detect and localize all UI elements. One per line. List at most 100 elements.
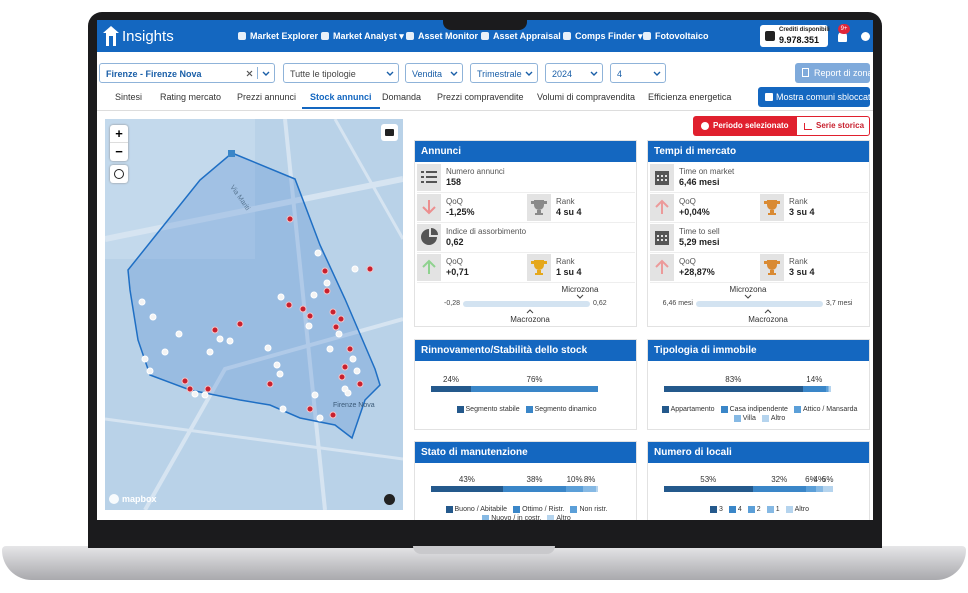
legend-item[interactable]: Segmento stabile [456, 406, 520, 413]
listing-marker [266, 380, 274, 388]
chevron [262, 71, 270, 76]
legend-item[interactable]: Buono / Abitabile [445, 506, 507, 513]
nav-item[interactable]: Fotovoltaico [655, 31, 709, 41]
legend-item[interactable]: Villa [733, 415, 756, 422]
segment-label: 38% [526, 475, 543, 484]
legend-item[interactable]: Casa indipendente [720, 406, 788, 413]
rank-label: Rank [556, 197, 575, 206]
qoq-label: QoQ [679, 257, 696, 266]
logo-shape [103, 26, 119, 46]
hinge-notch [413, 546, 555, 554]
zoom-in[interactable]: + [110, 125, 128, 143]
icon-cell [417, 194, 441, 221]
panel-header: Numero di locali [648, 442, 869, 463]
filter-select[interactable]: Trimestrale [470, 63, 538, 83]
legend-item[interactable]: 1 [766, 506, 780, 513]
bar-segment [596, 486, 598, 492]
row-border [417, 282, 635, 283]
legend-item[interactable]: Nuovo / in costr. [482, 515, 541, 520]
zoom-out[interactable]: − [115, 144, 123, 159]
listing-marker [277, 293, 285, 301]
row-border [650, 222, 868, 223]
scale-top: Microzona [729, 285, 767, 294]
filter-select[interactable]: 2024 [545, 63, 603, 83]
divider [257, 67, 258, 79]
bar-segment [502, 486, 567, 492]
info-button[interactable] [384, 494, 395, 505]
legend-item[interactable]: 2 [747, 506, 761, 513]
nav-item[interactable]: Market Explorer [250, 31, 319, 41]
listing-marker [149, 313, 157, 321]
tab[interactable]: Stock annunci [310, 92, 372, 102]
legend-item[interactable]: Ottimo / Ristr. [513, 506, 564, 513]
report-button[interactable]: Report di zona [795, 63, 873, 83]
legend-item[interactable]: Non ristr. [570, 506, 607, 513]
settings-icon[interactable] [861, 32, 870, 41]
legend-text: Non ristr. [579, 506, 608, 513]
icon-cell [650, 254, 674, 281]
unlocked-button[interactable]: Mostra comuni sbloccati [758, 87, 873, 107]
listing-marker [338, 373, 346, 381]
listing-marker [299, 305, 307, 313]
zoom-control: + − [110, 125, 128, 161]
tab[interactable]: Prezzi annunci [237, 92, 297, 102]
filter-select[interactable]: Vendita [405, 63, 463, 83]
nav-item[interactable]: Comps Finder ▾ [575, 31, 643, 41]
legend-text: 1 [775, 506, 780, 513]
legend-item[interactable]: Altro [761, 415, 786, 422]
toggle-history[interactable]: Serie storica [796, 116, 870, 136]
nav-item[interactable]: Asset Appraisal [493, 31, 561, 41]
icon-cell [417, 254, 441, 281]
tab[interactable]: Rating mercato [160, 92, 222, 102]
tab[interactable]: Domanda [382, 92, 422, 102]
listing-marker [323, 287, 331, 295]
filter-select[interactable]: 4 [610, 63, 666, 83]
brand[interactable]: Insights [122, 28, 174, 45]
legend-text: Altro [770, 415, 786, 422]
toggle-selected[interactable]: Periodo selezionato [693, 116, 796, 136]
listing-marker [285, 301, 293, 309]
clock-icon [701, 122, 709, 130]
segment-label: 76% [526, 375, 543, 384]
legend-item[interactable]: Attico / Mansarda [793, 406, 858, 413]
locate-button[interactable] [110, 165, 128, 183]
legend-item[interactable]: Segmento dinamico [525, 406, 596, 413]
tab[interactable]: Efficienza energetica [648, 92, 732, 102]
legend-swatch [761, 415, 769, 422]
pie-icon [421, 228, 438, 245]
caret-down [576, 294, 584, 299]
listing-marker [211, 326, 219, 334]
legend-item[interactable]: Appartamento [661, 406, 715, 413]
listing-marker [141, 355, 149, 363]
legend-item[interactable]: Altro [547, 515, 571, 520]
legend-swatch [547, 515, 555, 520]
legend-item[interactable]: 3 [709, 506, 723, 513]
bar-segment [431, 386, 472, 392]
legend: Buono / Abitabile Ottimo / Ristr. Non rist… [421, 506, 632, 520]
zone-handle [228, 150, 235, 157]
legend-text: Attico / Mansarda [802, 406, 858, 413]
locate-icon [114, 169, 124, 179]
nav-item[interactable]: Market Analyst ▾ [333, 31, 404, 41]
filter-text: 4 [617, 69, 623, 79]
bar-panel: Tipologia di immobile 83% 14% Appartamento C… [647, 339, 870, 430]
listing-marker [326, 345, 334, 353]
listing-marker [305, 322, 313, 330]
layers-button[interactable] [381, 124, 398, 141]
legend-swatch [747, 506, 755, 513]
nav-item[interactable]: Asset Monitor [418, 31, 479, 41]
trophy-icon [764, 260, 780, 275]
tab[interactable]: Volumi di compravendita [537, 92, 636, 102]
listing-marker [321, 267, 329, 275]
legend-item[interactable]: Altro [785, 506, 809, 513]
chevron-line [450, 71, 458, 76]
segment-label: 14% [806, 375, 823, 384]
tab[interactable]: Sintesi [115, 92, 143, 102]
legend-item[interactable]: 4 [728, 506, 742, 513]
filter-select[interactable]: Tutte le tipologie [283, 63, 399, 83]
filter-select[interactable]: Firenze - Firenze Nova [99, 63, 275, 83]
listing-marker [306, 312, 314, 320]
badge[interactable]: 9+ [838, 24, 850, 34]
rank-value: 1 su 4 [556, 267, 582, 277]
tab[interactable]: Prezzi compravendite [437, 92, 524, 102]
